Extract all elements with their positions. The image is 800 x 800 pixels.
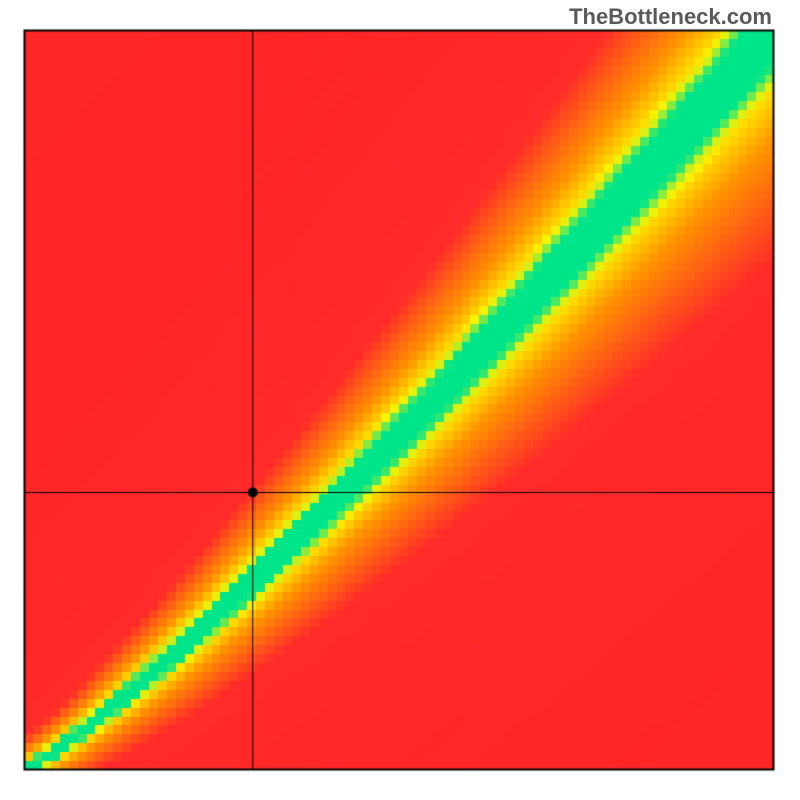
watermark-text: TheBottleneck.com xyxy=(569,4,772,30)
heatmap-canvas xyxy=(0,0,800,800)
chart-container: TheBottleneck.com xyxy=(0,0,800,800)
